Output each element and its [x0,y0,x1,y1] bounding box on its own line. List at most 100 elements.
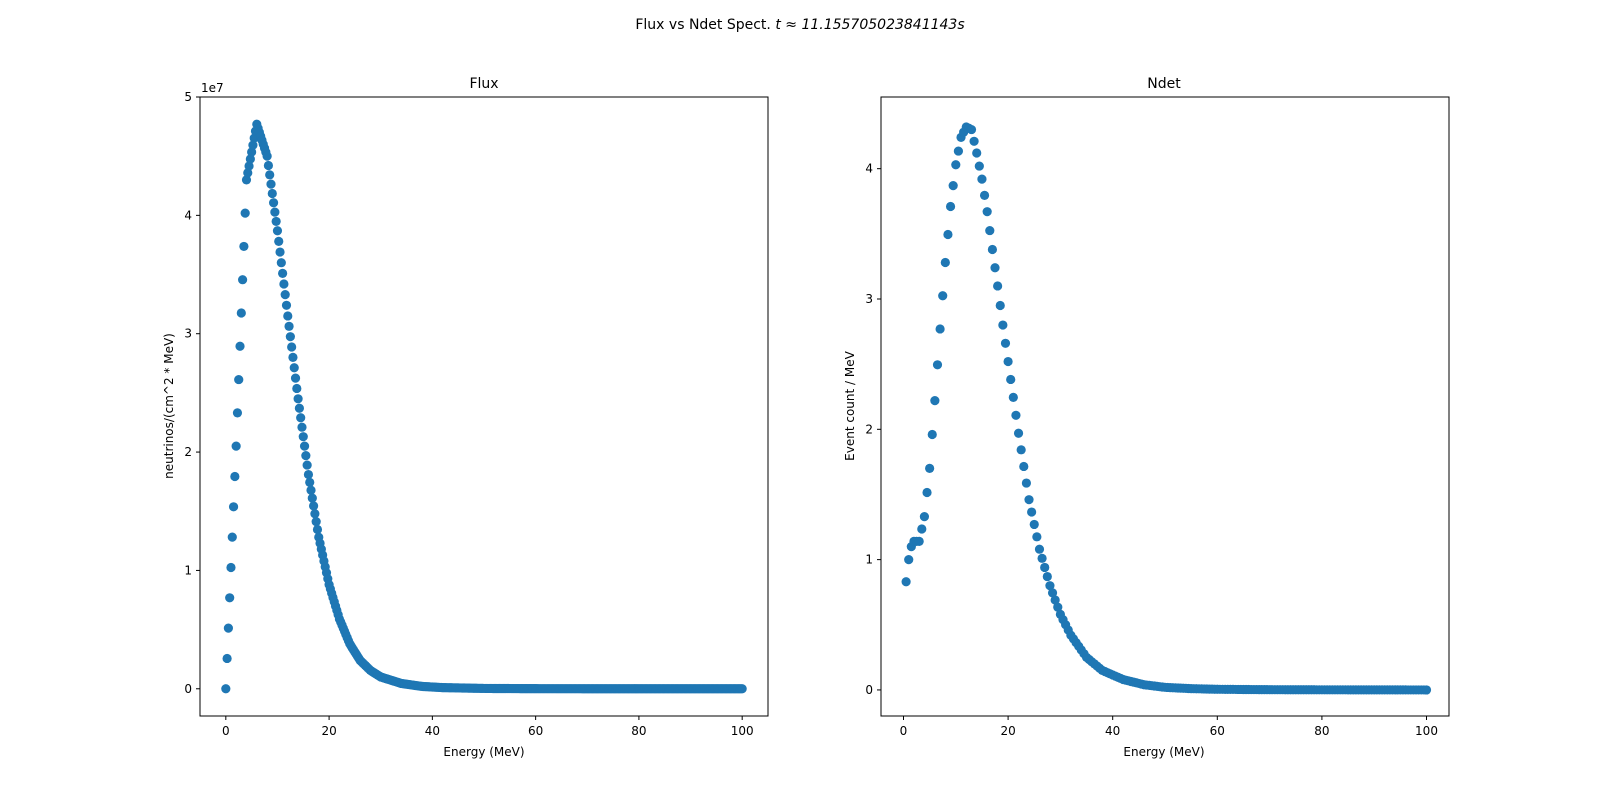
x-tick-label: 40 [1105,724,1120,738]
data-point [278,268,288,278]
data-point [309,501,319,511]
data-point [1011,410,1021,420]
data-point [236,308,246,318]
flux-offset-label: 1e7 [201,81,224,95]
data-point [270,207,280,217]
data-point [938,291,948,301]
data-point [306,485,316,495]
ndet-ticks: 0 20 40 60 80 100 0 1 2 3 4 [865,162,1438,738]
data-point [1024,495,1034,505]
data-point [290,373,301,383]
data-point [1040,562,1050,573]
data-point [302,460,312,470]
data-point [241,175,252,185]
data-point [904,555,914,565]
data-point [943,229,953,240]
data-point [307,493,317,503]
flux-plot: Flux Energy (MeV) neutrinos/(cm^2 * MeV)… [162,76,769,759]
data-point [227,532,237,542]
data-point [919,512,930,522]
x-tick-label: 40 [425,724,440,738]
data-point [221,684,231,694]
data-point [972,148,982,158]
data-point [982,207,992,217]
data-point [1037,553,1047,563]
data-point [977,174,987,184]
data-point [280,290,290,300]
y-tick-label: 5 [184,90,192,104]
figure-suptitle: Flux vs Ndet Spect. t ≈ 11.1557050238411… [635,17,964,33]
data-point [1013,428,1024,438]
ndet-plot-title: Ndet [1147,76,1181,92]
data-point [1421,685,1432,695]
data-point [305,477,315,487]
data-point [922,487,932,498]
data-point [953,146,964,156]
data-point [283,311,293,321]
y-tick-label: 1 [865,553,873,567]
ndet-plot-frame [880,96,1450,717]
data-point [262,151,272,161]
data-point [1003,356,1013,367]
data-point [284,321,294,331]
y-tick-label: 4 [184,208,192,222]
data-point [995,300,1005,311]
data-point [281,300,292,310]
data-point [238,275,248,285]
flux-plot-title: Flux [469,76,498,92]
data-point [1045,581,1055,591]
data-point [951,160,961,170]
data-point [935,324,945,334]
data-point [948,181,958,191]
data-point [265,170,275,180]
data-point [1019,461,1029,472]
y-tick-label: 3 [865,292,873,306]
data-point [268,198,279,208]
x-tick-label: 60 [528,724,543,738]
data-point [917,524,927,534]
ndet-y-axis-label: Event count / MeV [843,350,857,460]
data-point [974,161,984,171]
data-point [294,403,304,413]
data-point [311,517,321,527]
data-point [297,422,307,432]
flux-points [221,119,747,694]
data-point [240,208,250,218]
suptitle-prefix: Flux vs Ndet Spect. [635,17,775,33]
x-tick-label: 100 [731,724,754,738]
data-point [274,236,284,246]
data-point [245,154,255,164]
data-point [303,469,314,480]
x-tick-label: 80 [1314,724,1329,738]
data-point [966,124,977,135]
y-tick-label: 0 [865,683,873,697]
data-point [271,216,281,227]
suptitle-time: t ≈ 11.155705023841143s [775,17,964,33]
data-point [310,509,320,519]
data-point [987,244,998,255]
x-tick-label: 100 [1415,724,1438,738]
data-point [235,341,245,351]
data-point [1050,595,1060,605]
data-point [979,190,990,200]
data-point [243,168,253,178]
data-point [1006,374,1016,385]
data-point [222,653,232,664]
data-point [1016,445,1026,455]
x-tick-label: 80 [631,724,646,738]
data-point [247,147,257,157]
data-point [914,536,924,546]
data-point [301,451,311,461]
data-point [244,161,254,171]
data-point [232,408,243,418]
data-point [969,136,979,146]
x-tick-label: 60 [1210,724,1225,738]
data-point [225,593,235,603]
y-tick-label: 2 [865,422,873,436]
data-point [234,374,244,385]
flux-y-axis-label: neutrinos/(cm^2 * MeV) [162,333,176,479]
data-point [272,226,283,236]
data-point [927,429,937,440]
